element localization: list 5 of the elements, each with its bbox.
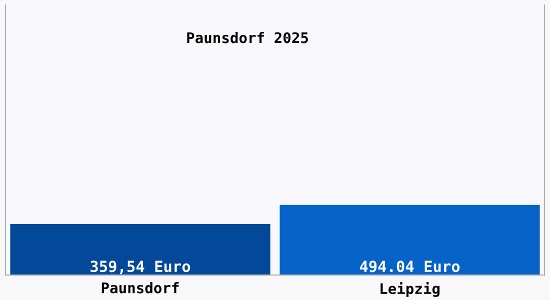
x-tick-label: Paunsdorf [102, 282, 179, 294]
x-tick-label: Leipzig [380, 282, 440, 297]
text: Paunsdorf 2025 [187, 32, 308, 44]
data-label: 494.04 Euro [360, 260, 460, 272]
data-label: 359,54 Euro [90, 260, 190, 274]
